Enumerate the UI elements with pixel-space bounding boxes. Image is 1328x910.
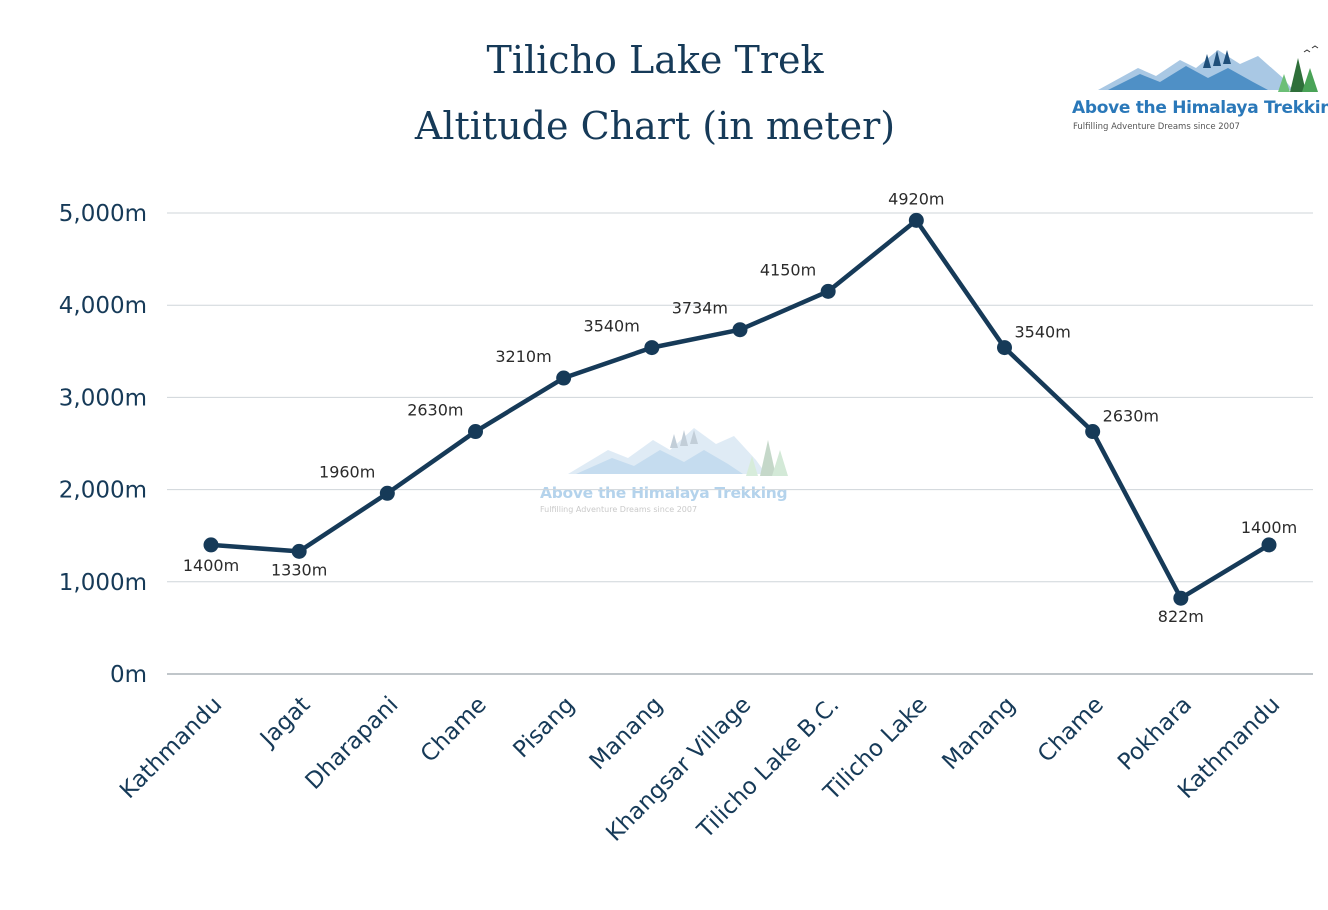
- watermark-tagline: Fulfilling Adventure Dreams since 2007: [540, 505, 698, 514]
- data-label: 4920m: [888, 189, 944, 208]
- x-tick-label: Khangsar Village: [601, 692, 756, 847]
- data-label: 1330m: [271, 560, 327, 579]
- data-point: [291, 543, 307, 559]
- x-tick-label: Manang: [585, 692, 668, 775]
- data-point: [997, 340, 1012, 356]
- data-label: 3210m: [495, 347, 551, 366]
- x-tick-label: Dharapani: [301, 692, 404, 795]
- data-label: 3734m: [672, 299, 728, 318]
- data-point: [732, 322, 748, 338]
- data-point: [908, 212, 924, 228]
- x-tick-label: Pokhara: [1113, 692, 1197, 776]
- data-point: [644, 340, 660, 356]
- data-label: 3540m: [584, 317, 640, 336]
- y-tick-label: 1,000m: [59, 570, 147, 596]
- data-point: [468, 424, 483, 440]
- data-point: [556, 370, 572, 386]
- y-tick-label: 2,000m: [59, 478, 147, 504]
- data-point: [379, 485, 395, 501]
- data-point: [203, 537, 219, 553]
- data-label: 3540m: [1015, 323, 1071, 342]
- x-tick-label: Jagat: [254, 692, 315, 753]
- x-tick-label: Chame: [1033, 692, 1109, 768]
- data-labels: 1400m 1330m 1960m 2630m 3210m 3540m 3734m 4150m…: [183, 189, 1297, 626]
- data-point: [820, 283, 836, 299]
- data-label: 1400m: [183, 556, 239, 575]
- data-point: [1085, 424, 1101, 440]
- mountain-logo-icon: [1098, 45, 1319, 92]
- data-label: 1400m: [1241, 518, 1297, 537]
- data-label: 2630m: [1103, 407, 1159, 426]
- data-label: 822m: [1158, 607, 1204, 626]
- y-tick-label: 3,000m: [59, 385, 147, 411]
- brand-logo: Above the Himalaya Trekking Fulfilling A…: [1068, 38, 1328, 134]
- x-tick-label: Pisang: [508, 692, 579, 763]
- data-point: [1173, 590, 1189, 606]
- data-point: [1261, 537, 1277, 553]
- logo-brand-name: Above the Himalaya Trekking: [1072, 98, 1328, 118]
- gridlines: [167, 212, 1313, 675]
- y-tick-label: 4,000m: [59, 293, 147, 319]
- y-tick-label: 5,000m: [59, 201, 147, 227]
- data-points: [203, 212, 1277, 606]
- y-tick-label: 0m: [110, 662, 147, 688]
- x-tick-label: Kathmandu: [115, 692, 227, 804]
- watermark-brand-name: Above the Himalaya Trekking: [540, 484, 788, 502]
- data-label: 1960m: [319, 462, 375, 481]
- logo-tagline: Fulfilling Adventure Dreams since 2007: [1073, 122, 1240, 132]
- x-tick-label: Chame: [416, 692, 492, 768]
- chart-title-line1: Tilicho Lake Trek: [486, 38, 824, 82]
- mountain-watermark-icon: [568, 428, 788, 476]
- y-axis-ticks: 0m 1,000m 2,000m 3,000m 4,000m 5,000m: [59, 201, 147, 688]
- watermark-logo: Above the Himalaya Trekking Fulfilling A…: [538, 418, 798, 518]
- chart-title-line2: Altitude Chart (in meter): [414, 104, 896, 148]
- x-tick-label: Manang: [937, 692, 1020, 775]
- data-label: 4150m: [760, 260, 816, 279]
- data-label: 2630m: [407, 401, 463, 420]
